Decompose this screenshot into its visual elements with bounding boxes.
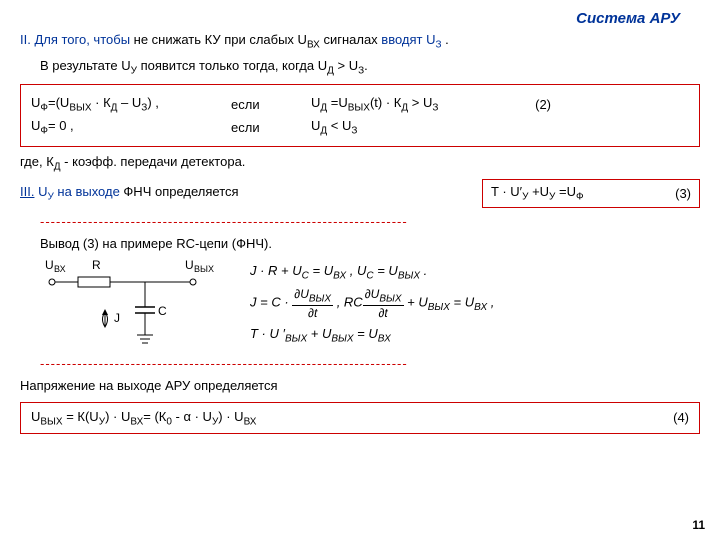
- rc-section: UВХ R UВЫХ C J J · R + UC = UВХ , UC = U…: [30, 257, 700, 351]
- rc-eq-3: T · U ′ВЫХ + UВЫХ = UВХ: [250, 326, 494, 345]
- rc-circuit-svg: UВХ R UВЫХ C J: [30, 257, 230, 347]
- equation-2-box: UФ=(UВЫХ · КД – UЗ) , если UД =UВЫХ(t) ·…: [20, 84, 700, 147]
- svg-text:U: U: [185, 258, 194, 272]
- rc-eq-2: J = C · ∂UВЫХ∂t , RC∂UВЫХ∂t + UВЫХ = UВХ…: [250, 287, 494, 319]
- para-4-row: III. UУ на выходе ФНЧ определяется T · U…: [20, 179, 700, 208]
- svg-text:C: C: [158, 304, 167, 318]
- para-6: Напряжение на выходе АРУ определяется: [20, 377, 700, 395]
- svg-text:ВЫХ: ВЫХ: [194, 264, 214, 274]
- equation-3-box: T · U′У +UУ =UФ (3): [482, 179, 700, 208]
- slide-title: Система АРУ: [20, 10, 700, 27]
- equation-4-box: UВЫХ = К(UУ) · UВХ= (К0 - α · UУ) · UВХ …: [20, 402, 700, 435]
- roman-2: II. Для того, чтобы: [20, 32, 130, 47]
- svg-text:J: J: [114, 311, 120, 325]
- svg-text:U: U: [45, 258, 54, 272]
- rc-eq-1: J · R + UC = UВХ , UC = UВЫХ .: [250, 263, 494, 282]
- eq2-row1: UФ=(UВЫХ · КД – UЗ) , если UД =UВЫХ(t) ·…: [31, 95, 689, 114]
- para-1: II. Для того, чтобы не снижать КУ при сл…: [20, 31, 700, 53]
- rc-equations: J · R + UC = UВХ , UC = UВЫХ . J = C · ∂…: [250, 257, 494, 351]
- eq2-row2: UФ= 0 , если UД < UЗ: [31, 118, 689, 137]
- divider-1: ----------------------------------------…: [40, 214, 700, 229]
- rc-diagram: UВХ R UВЫХ C J: [30, 257, 230, 347]
- page-number: 11: [692, 518, 705, 532]
- para-3: где, КД - коэфф. передачи детектора.: [20, 153, 700, 175]
- para-5: Вывод (3) на примере RC-цепи (ФНЧ).: [40, 235, 700, 253]
- svg-text:ВХ: ВХ: [54, 264, 66, 274]
- para-2: В результате UУ появится только тогда, к…: [40, 57, 700, 79]
- divider-2: ----------------------------------------…: [40, 356, 700, 371]
- svg-text:R: R: [92, 258, 101, 272]
- para-4: III. UУ на выходе ФНЧ определяется: [20, 184, 462, 203]
